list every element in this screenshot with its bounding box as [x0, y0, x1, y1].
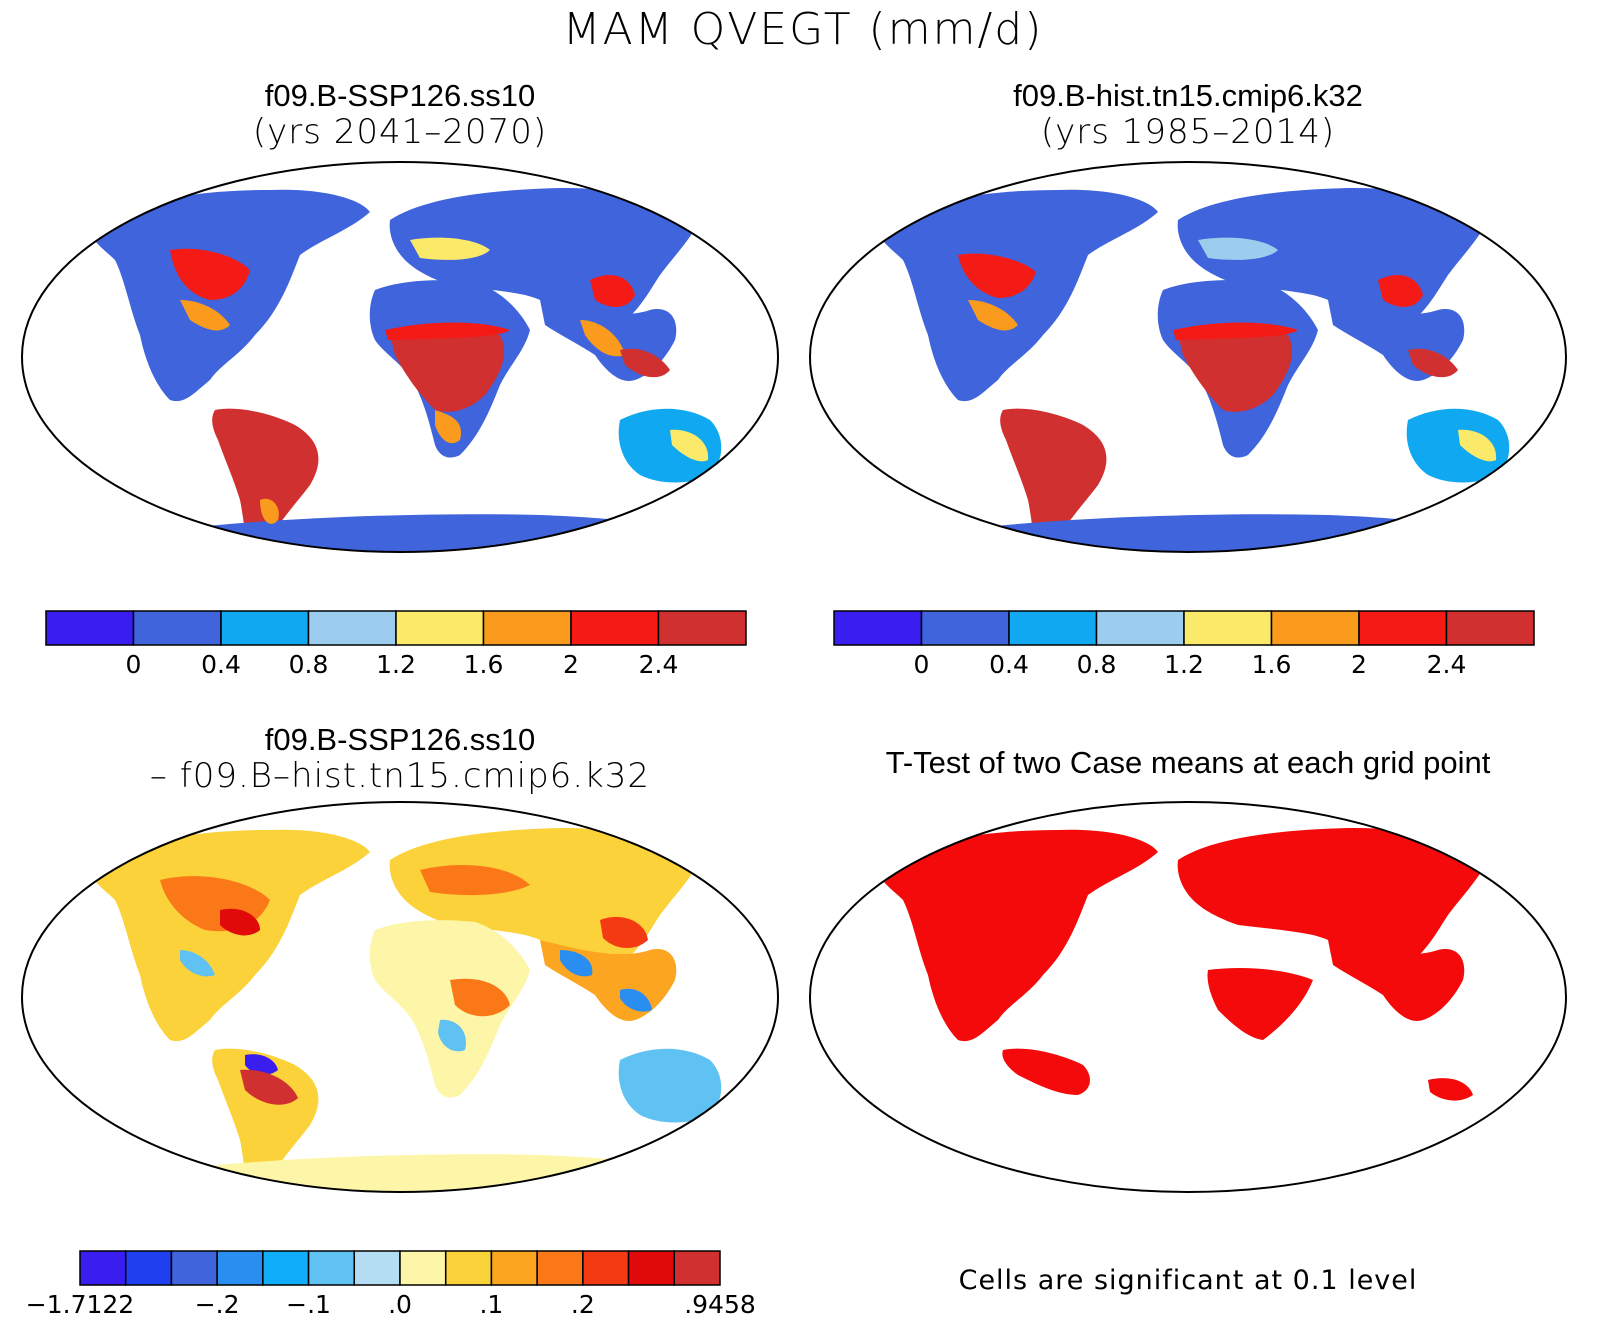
colorbar-swatch [482, 610, 572, 646]
colorbar-swatch [79, 1250, 127, 1286]
colorbar-tick-label: 2.4 [1427, 650, 1467, 679]
colorbar-swatch [920, 610, 1010, 646]
colorbar-swatch [627, 1250, 676, 1286]
colorbar-swatch [170, 1250, 218, 1286]
significance-note: Cells are significant at 0.1 level [958, 1265, 1418, 1296]
colorbar-panel1: 0 0.4 0.8 1.2 1.6 2 2.4 [45, 610, 747, 679]
panel4-title: T-Test of two Case means at each grid po… [885, 745, 1491, 780]
colorbar-swatch [307, 610, 397, 646]
colorbar-swatch [262, 1250, 310, 1286]
colorbar-tick-label: .9458 [684, 1290, 756, 1319]
colorbar-tick-label: 1.2 [1164, 650, 1204, 679]
colorbar-tick-label: .1 [479, 1290, 503, 1319]
colorbar-panel2: 0 0.4 0.8 1.2 1.6 2 2.4 [833, 610, 1535, 679]
colorbar-swatch [395, 610, 485, 646]
colorbar-swatch [353, 1250, 401, 1286]
colorbar-swatch [1095, 610, 1185, 646]
colorbar-swatch [536, 1250, 584, 1286]
colorbar-tick-label: 1.2 [376, 650, 416, 679]
colorbar-tick-label: 0.4 [201, 650, 241, 679]
colorbar-swatch [399, 1250, 447, 1286]
colorbar-tick-label: 0.8 [289, 650, 329, 679]
panel1-subtitle: (yrs 2041–2070) [252, 112, 548, 152]
colorbar-swatch [570, 610, 660, 646]
panel2-subtitle: (yrs 1985–2014) [1040, 112, 1336, 152]
panel2-title: f09.B-hist.tn15.cmip6.k32 [1013, 78, 1363, 113]
colorbar-swatch [1270, 610, 1360, 646]
colorbar-tick-label: 2 [1351, 650, 1367, 679]
colorbar-swatch [444, 1250, 493, 1286]
colorbar-swatch [45, 610, 135, 646]
colorbar-tick-label: 1.6 [464, 650, 504, 679]
panel3-title: f09.B-SSP126.ss10 [264, 722, 536, 757]
panel1-map [21, 161, 779, 553]
colorbar-swatch [1183, 610, 1273, 646]
colorbar-swatch [132, 610, 222, 646]
colorbar-tick-label: 0.8 [1077, 650, 1117, 679]
colorbar-swatch [833, 610, 923, 646]
panel4-map [809, 801, 1567, 1193]
colorbar-swatch [1358, 610, 1448, 646]
colorbar-tick-label: −1.7122 [26, 1290, 134, 1319]
colorbar-swatch [216, 1250, 264, 1286]
panel1-title: f09.B-SSP126.ss10 [264, 78, 536, 113]
colorbar-tick-label: −.1 [286, 1290, 331, 1319]
colorbar-swatch [1445, 610, 1535, 646]
panel2-map [809, 161, 1567, 553]
colorbar-tick-label: 2.4 [639, 650, 679, 679]
colorbar-swatch [490, 1250, 538, 1286]
panel3-subtitle: – f09.B–hist.tn15.cmip6.k32 [149, 756, 651, 796]
colorbar-tick-label: 0 [126, 650, 142, 679]
figure-title: MAM QVEGT (mm/d) [562, 4, 1044, 55]
colorbar-swatch [582, 1250, 630, 1286]
colorbar-tick-label: 0 [914, 650, 930, 679]
colorbar-swatch [1008, 610, 1098, 646]
colorbar-swatch [657, 610, 747, 646]
colorbar-tick-label: 0.4 [989, 650, 1029, 679]
panel3-map [21, 801, 779, 1193]
colorbar-tick-label: 1.6 [1252, 650, 1292, 679]
colorbar-tick-label: .2 [571, 1290, 595, 1319]
colorbar-tick-label: .0 [388, 1290, 412, 1319]
colorbar-tick-label: 2 [563, 650, 579, 679]
colorbar-swatch [124, 1250, 173, 1286]
colorbar-swatch [220, 610, 310, 646]
colorbar-swatch [673, 1250, 721, 1286]
colorbar-panel3: −1.7122 −.2 −.1 .0 .1 .2 .9458 [26, 1250, 756, 1319]
colorbar-tick-label: −.2 [195, 1290, 240, 1319]
colorbar-swatch [307, 1250, 356, 1286]
